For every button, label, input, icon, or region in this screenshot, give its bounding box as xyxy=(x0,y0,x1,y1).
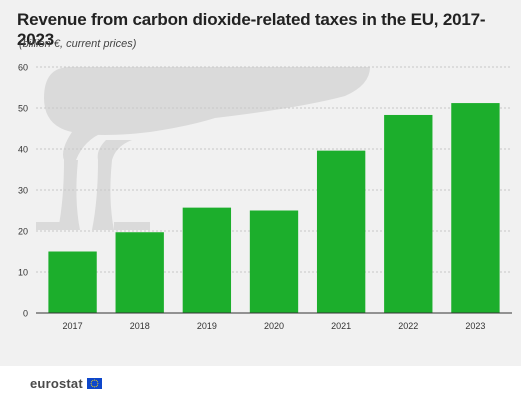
x-axis-ticks: 2017 2018 2019 2020 2021 2022 2023 xyxy=(63,321,486,331)
factory-smoke-decoration xyxy=(36,67,370,230)
flag-star xyxy=(92,380,94,382)
y-tick-label: 10 xyxy=(18,268,28,278)
eu-flag-icon xyxy=(86,378,102,389)
bar-2021 xyxy=(316,150,366,313)
flag-star xyxy=(93,379,95,381)
bar-2020 xyxy=(249,210,299,313)
bar-2018 xyxy=(115,232,164,313)
flag-star xyxy=(93,386,95,388)
y-tick-label: 50 xyxy=(18,104,28,114)
x-tick-label: 2019 xyxy=(197,321,217,331)
x-tick-label: 2018 xyxy=(130,321,150,331)
bar-2019 xyxy=(182,207,232,313)
y-tick-label: 20 xyxy=(18,227,28,237)
bar-2022 xyxy=(384,114,433,313)
x-tick-label: 2022 xyxy=(398,321,418,331)
x-tick-label: 2017 xyxy=(63,321,83,331)
bar-2023 xyxy=(451,103,500,313)
flag-star xyxy=(96,384,98,386)
y-tick-label: 0 xyxy=(23,309,28,319)
y-tick-label: 30 xyxy=(18,186,28,196)
flag-star xyxy=(90,382,92,385)
eurostat-logo-text: eurostat xyxy=(30,376,83,391)
flag-star xyxy=(92,385,94,387)
flag-star xyxy=(90,384,92,386)
flag-star xyxy=(97,382,99,385)
flag-star xyxy=(96,381,98,383)
y-tick-label: 40 xyxy=(18,145,28,155)
flag-star xyxy=(90,381,92,383)
chart-subtitle: (billion €, current prices) xyxy=(19,38,137,50)
x-tick-label: 2021 xyxy=(331,321,351,331)
flag-star xyxy=(95,385,97,387)
flag-star xyxy=(95,380,97,382)
footer: eurostat xyxy=(30,376,102,391)
x-tick-label: 2020 xyxy=(264,321,284,331)
x-tick-label: 2023 xyxy=(465,321,485,331)
bars xyxy=(48,103,500,313)
chart-title: Revenue from carbon dioxide-related taxe… xyxy=(17,10,486,49)
y-tick-label: 60 xyxy=(18,63,28,73)
bar-2017 xyxy=(48,251,97,313)
y-axis-ticks: 0 10 20 30 40 50 60 xyxy=(18,63,28,319)
